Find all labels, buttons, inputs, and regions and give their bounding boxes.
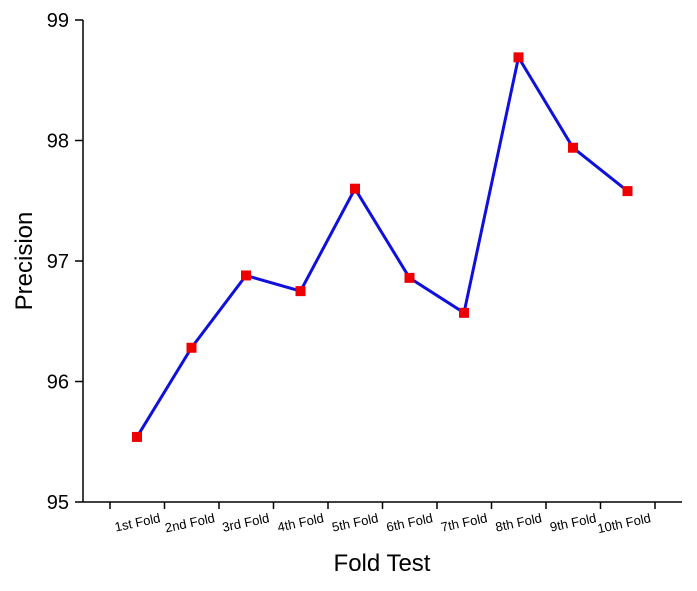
y-tick-label: 99 xyxy=(47,10,69,32)
data-point-marker xyxy=(241,270,251,281)
x-tick-label: 6th Fold xyxy=(385,510,434,534)
x-tick-label: 9th Fold xyxy=(549,510,598,534)
axes xyxy=(82,20,682,503)
data-point-marker xyxy=(186,342,197,353)
data-point-marker xyxy=(568,142,578,153)
data-point-marker xyxy=(459,307,469,318)
x-tick-label: 10th Fold xyxy=(596,510,652,536)
data-point-marker xyxy=(132,431,142,442)
series-line xyxy=(135,53,629,438)
y-tick-label: 97 xyxy=(47,251,69,273)
data-point-marker xyxy=(295,286,306,297)
x-tick-label: 1st Fold xyxy=(113,510,161,534)
data-point-marker xyxy=(622,186,633,197)
x-tick-label: 5th Fold xyxy=(331,510,380,534)
x-axis-title: Fold Test xyxy=(334,550,431,577)
x-tick-label: 3rd Fold xyxy=(221,510,271,535)
x-tick-label: 8th Fold xyxy=(494,510,543,534)
x-tick-label: 7th Fold xyxy=(440,510,489,534)
y-ticks: 95 96 97 98 99 xyxy=(47,10,83,514)
y-tick-label: 96 xyxy=(47,372,69,394)
y-tick-label: 95 xyxy=(47,492,69,514)
data-point-marker xyxy=(513,52,524,63)
data-point-marker xyxy=(350,183,360,194)
y-axis-title: Precision xyxy=(11,212,38,311)
x-ticks: 1st Fold 2nd Fold 3rd Fold 4th Fold 5th Fold… xyxy=(109,502,656,536)
data-point-marker xyxy=(404,272,415,283)
x-tick-label: 4th Fold xyxy=(276,510,325,534)
y-tick-label: 98 xyxy=(47,131,69,153)
x-tick-label: 2nd Fold xyxy=(164,510,217,535)
series xyxy=(132,52,633,442)
